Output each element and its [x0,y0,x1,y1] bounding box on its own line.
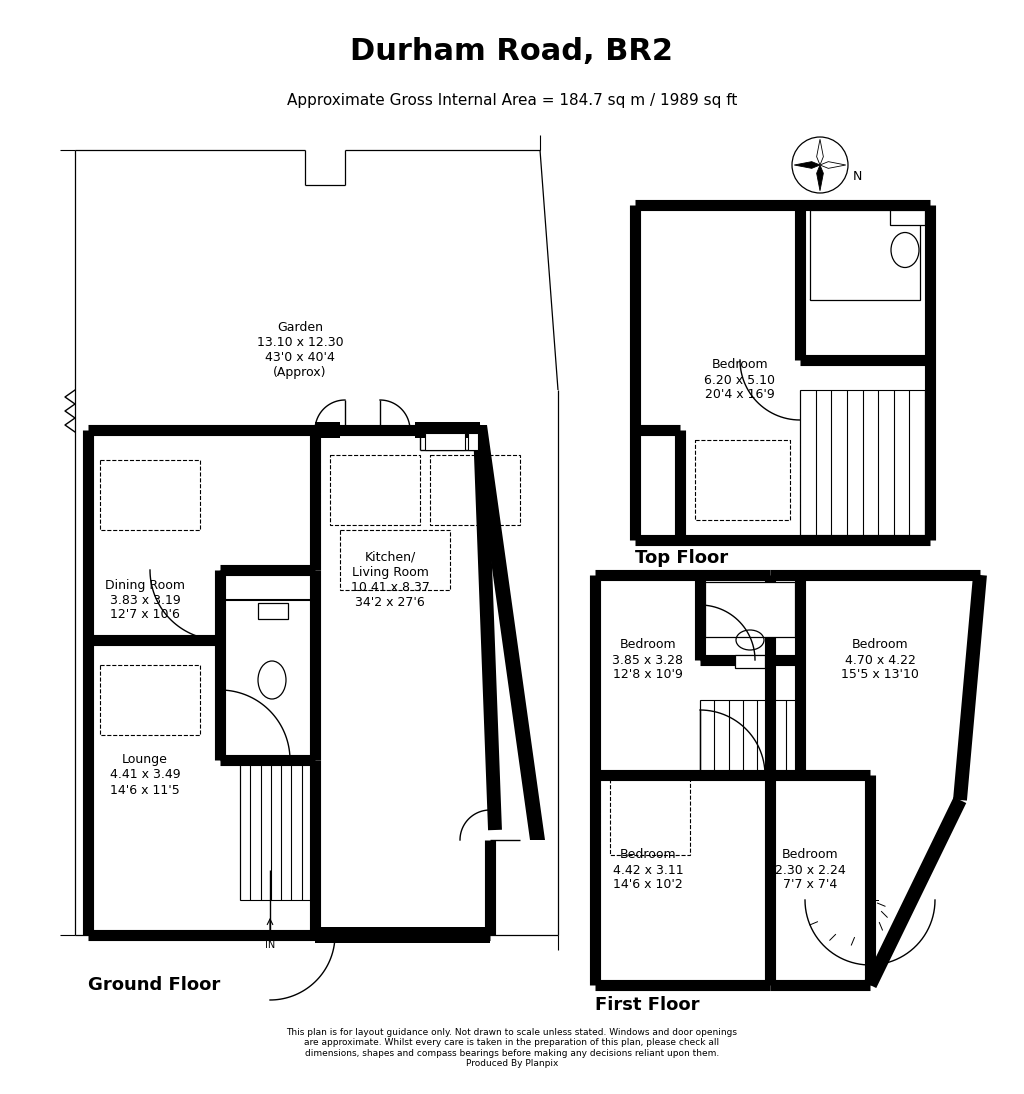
Text: Approximate Gross Internal Area = 184.7 sq m / 1989 sq ft: Approximate Gross Internal Area = 184.7 … [287,93,737,107]
Text: Durham Road, BR2: Durham Road, BR2 [350,37,674,67]
Text: Garden
13.10 x 12.30
43'0 x 40'4
(Approx): Garden 13.10 x 12.30 43'0 x 40'4 (Approx… [257,321,343,379]
Text: Lounge
4.41 x 3.49
14'6 x 11'5: Lounge 4.41 x 3.49 14'6 x 11'5 [110,754,180,796]
Bar [705,582,795,637]
Bar [890,210,925,225]
Bar [430,455,520,525]
Polygon shape [817,139,823,165]
Bar [735,655,765,668]
Bar [330,455,420,525]
Bar [340,529,450,590]
Bar [315,422,340,438]
Bar [315,927,490,943]
Polygon shape [472,424,545,840]
Polygon shape [817,165,823,190]
Bar [610,775,690,856]
Bar [468,433,478,450]
Text: Bedroom
4.70 x 4.22
15'5 x 13'10: Bedroom 4.70 x 4.22 15'5 x 13'10 [841,639,919,682]
Text: Kitchen/
Living Room
10.41 x 8.37
34'2 x 27'6: Kitchen/ Living Room 10.41 x 8.37 34'2 x… [350,551,429,609]
Polygon shape [820,162,846,168]
Text: Bedroom
4.42 x 3.11
14'6 x 10'2: Bedroom 4.42 x 3.11 14'6 x 10'2 [612,849,683,892]
Bar [695,440,790,520]
Text: Dining Room
3.83 x 3.19
12'7 x 10'6: Dining Room 3.83 x 3.19 12'7 x 10'6 [105,579,185,621]
Bar [100,665,200,735]
Text: Ground Floor: Ground Floor [88,976,220,994]
Bar [258,603,288,619]
Bar [415,422,480,438]
Text: Bedroom
6.20 x 5.10
20'4 x 16'9: Bedroom 6.20 x 5.10 20'4 x 16'9 [705,359,775,401]
Text: First Floor: First Floor [595,996,699,1014]
Bar [100,459,200,529]
Text: Top Floor: Top Floor [635,549,728,567]
Polygon shape [795,162,820,168]
Bar [810,210,920,300]
Text: N: N [853,170,862,183]
Text: Bedroom
2.30 x 2.24
7'7 x 7'4: Bedroom 2.30 x 2.24 7'7 x 7'4 [774,849,846,892]
Bar [425,433,465,450]
Text: IN: IN [265,940,275,950]
Text: This plan is for layout guidance only. Not drawn to scale unless stated. Windows: This plan is for layout guidance only. N… [287,1028,737,1068]
Text: Bedroom
3.85 x 3.28
12'8 x 10'9: Bedroom 3.85 x 3.28 12'8 x 10'9 [612,639,683,682]
